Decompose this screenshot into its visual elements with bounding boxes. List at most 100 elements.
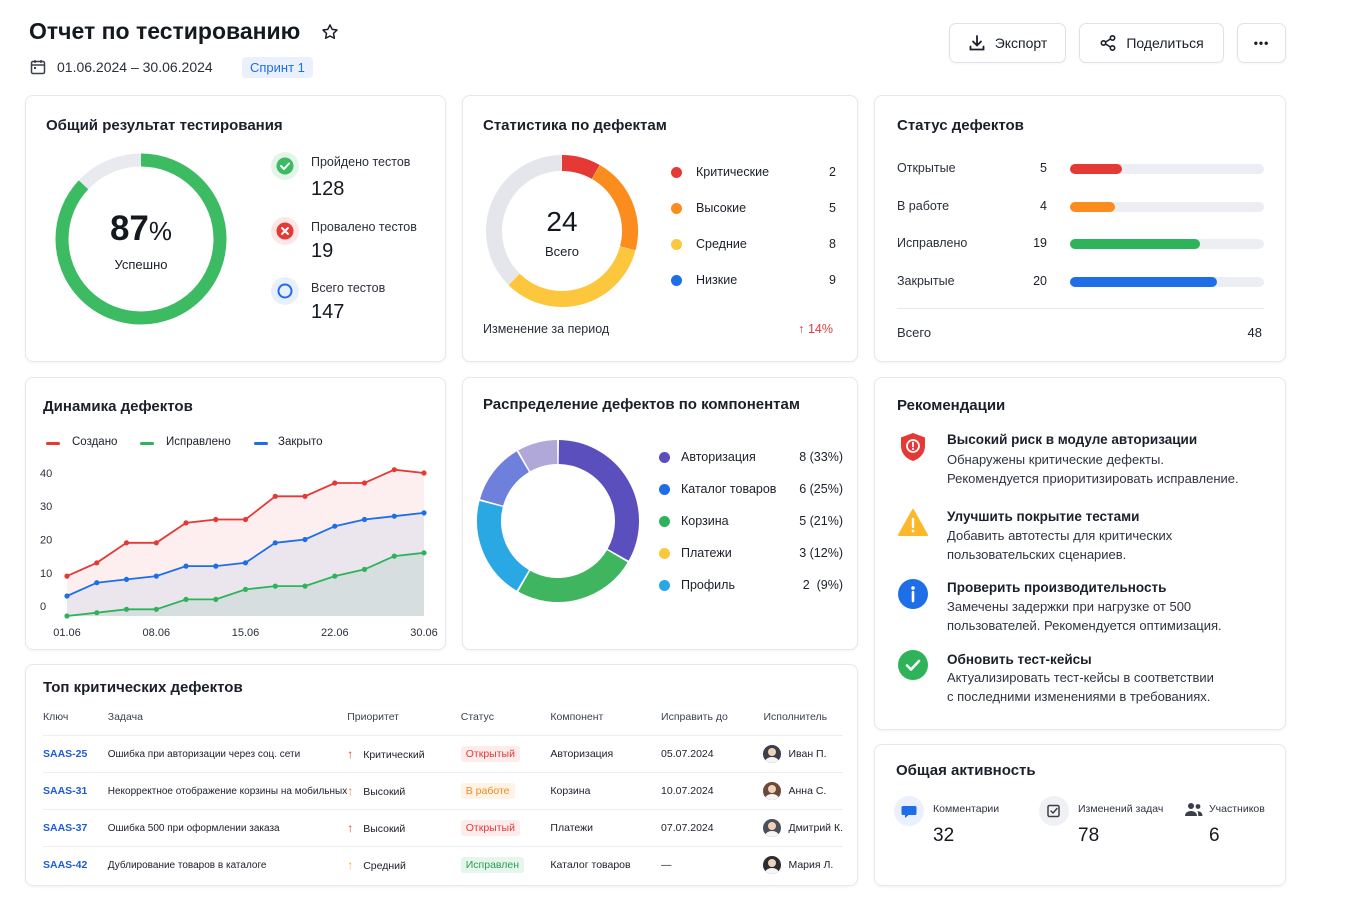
component-legend-value: 8 (33%)	[799, 450, 843, 464]
export-label: Экспорт	[994, 35, 1048, 51]
more-button[interactable]: •••	[1237, 23, 1286, 63]
status-bar-track-in-progress	[1070, 202, 1264, 212]
status-total-value: 48	[1247, 325, 1262, 340]
rec-text-coverage-2: пользовательских сценариев.	[947, 547, 1127, 562]
point-created	[242, 516, 249, 523]
col-key[interactable]: Ключ	[43, 710, 69, 723]
top-defects-card: Топ критических дефектов Ключ Задача При…	[25, 664, 858, 886]
point-closed	[332, 523, 338, 529]
defect-component: Платежи	[550, 821, 594, 834]
activity-card: Общая активность Комментарии 32 Изменени…	[874, 744, 1286, 886]
defect-total-value: 24	[546, 206, 578, 237]
shield-icon	[901, 433, 925, 461]
success-label: Успешно	[114, 257, 168, 272]
component-legend-label: Авторизация	[681, 450, 756, 464]
share-label: Поделиться	[1126, 35, 1204, 51]
col-status[interactable]: Статус	[460, 710, 494, 723]
defect-status-card: Статус дефектов Открытые 5 В работе 4 Исправ…	[874, 95, 1286, 362]
status-badge: Открытый	[460, 745, 520, 762]
dynamics-legend: Создано Исправлено Закрыто	[46, 435, 446, 451]
defect-task: Некорректное отображение корзины на моби…	[107, 785, 348, 797]
col-component[interactable]: Компонент	[550, 710, 604, 723]
priority-arrow-icon: ↑	[347, 783, 354, 798]
point-created	[213, 516, 219, 523]
col-priority[interactable]: Приоритет	[347, 710, 399, 723]
rec-text-auth-risk-1: Обнаружены критические дефекты.	[947, 452, 1164, 467]
defect-key-link[interactable]: SAAS-42	[43, 858, 88, 871]
avatar	[763, 855, 782, 874]
check-circle-icon	[898, 650, 928, 680]
rec-title-performance: Проверить производительность	[947, 580, 1167, 595]
users-icon	[1184, 801, 1204, 819]
point-fixed	[361, 566, 368, 572]
rec-text-performance-2: пользователей. Рекомендуется оптимизация…	[947, 618, 1222, 633]
legend-value-critical: 2	[829, 165, 836, 179]
status-bar-fill-open	[1070, 164, 1123, 174]
defect-key-link[interactable]: SAAS-25	[43, 747, 88, 760]
stats-donut-segment-low	[486, 155, 563, 285]
avatar	[763, 818, 782, 837]
x-tick-label: 15.06	[232, 627, 260, 639]
export-button[interactable]: Экспорт	[949, 23, 1066, 63]
success-percent-value: 87	[109, 209, 149, 248]
component-legend-row-payments: Платежи 3 (12%)	[659, 544, 845, 564]
component-legend-dot	[659, 452, 670, 463]
component-slice-cart	[477, 500, 530, 591]
table-row[interactable]: SAAS-31 Некорректное отображение корзины …	[43, 771, 843, 809]
point-fixed	[213, 596, 219, 602]
share-button[interactable]: Поделиться	[1079, 23, 1224, 63]
status-total-label: Всего	[897, 325, 932, 340]
legend-dot-high	[671, 203, 682, 214]
table-row[interactable]: SAAS-42 Дублирование товаров в каталоге ↑ С…	[43, 845, 843, 883]
legend-row-high: Высокие 5	[671, 199, 836, 219]
more-dots-icon: •••	[1253, 36, 1270, 50]
col-due[interactable]: Исправить до	[661, 710, 728, 723]
activity-participants-label: Участников	[1209, 803, 1265, 815]
status-bar-fill-in-progress	[1070, 202, 1115, 212]
defect-assignee: Иван П.	[788, 747, 827, 760]
info-icon	[898, 579, 928, 609]
table-row[interactable]: SAAS-37 Ошибка 500 при оформлении заказа ↑…	[43, 808, 843, 846]
defect-dynamics-chart: 0 10 20 30 40 01.06 08.06 15.06 22.06 30.06	[40, 467, 438, 639]
component-legend-label: Платежи	[681, 546, 732, 560]
status-badge: В работе	[460, 782, 515, 799]
date-range: 01.06.2024 – 30.06.2024	[57, 59, 213, 75]
legend-row-medium: Средние 8	[671, 235, 836, 255]
sprint-badge[interactable]: Спринт 1	[242, 57, 313, 78]
legend-swatch-fixed	[140, 442, 154, 445]
defect-stats-card: Статистика по дефектам 24 Всего Критичес…	[462, 95, 858, 362]
rec-text-performance-1: Замечены задержки при нагрузке от 500	[947, 599, 1192, 614]
calendar-icon	[30, 59, 46, 75]
component-slice-profile	[518, 440, 558, 472]
legend-label-medium: Средние	[696, 237, 747, 251]
passed-label: Пройдено тестов	[311, 155, 411, 169]
col-task[interactable]: Задача	[107, 710, 143, 723]
legend-label-created: Создано	[72, 436, 118, 448]
point-fixed	[332, 573, 338, 579]
defect-key-link[interactable]: SAAS-37	[43, 821, 88, 834]
col-assignee[interactable]: Исполнитель	[763, 710, 828, 723]
star-icon[interactable]	[320, 22, 340, 42]
table-header-row: Ключ Задача Приоритет Статус Компонент И…	[43, 699, 843, 735]
area-created	[67, 469, 424, 616]
status-badge: Открытый	[460, 819, 520, 836]
table-row[interactable]: SAAS-25 Ошибка при авторизации через соц.…	[43, 734, 843, 772]
rec-title-coverage: Улучшить покрытие тестами	[947, 509, 1140, 524]
point-fixed	[94, 610, 100, 616]
point-closed	[272, 540, 278, 546]
defect-priority: Критический	[363, 748, 425, 761]
defect-key-link[interactable]: SAAS-31	[43, 784, 88, 797]
rec-title-testcases: Обновить тест-кейсы	[947, 652, 1092, 667]
point-created	[272, 493, 278, 499]
legend-dot-medium	[671, 239, 682, 250]
point-fixed	[123, 606, 130, 612]
status-bar-fill-closed	[1070, 277, 1218, 287]
avatar	[763, 744, 782, 763]
point-fixed	[302, 583, 308, 589]
defect-component: Корзина	[550, 784, 591, 797]
success-ring-arc	[55, 153, 227, 325]
defect-dynamics-title: Динамика дефектов	[43, 398, 193, 415]
component-slice-catalog	[518, 549, 628, 602]
top-defects-table: Ключ Задача Приоритет Статус Компонент И…	[43, 699, 843, 883]
point-created	[64, 573, 70, 579]
